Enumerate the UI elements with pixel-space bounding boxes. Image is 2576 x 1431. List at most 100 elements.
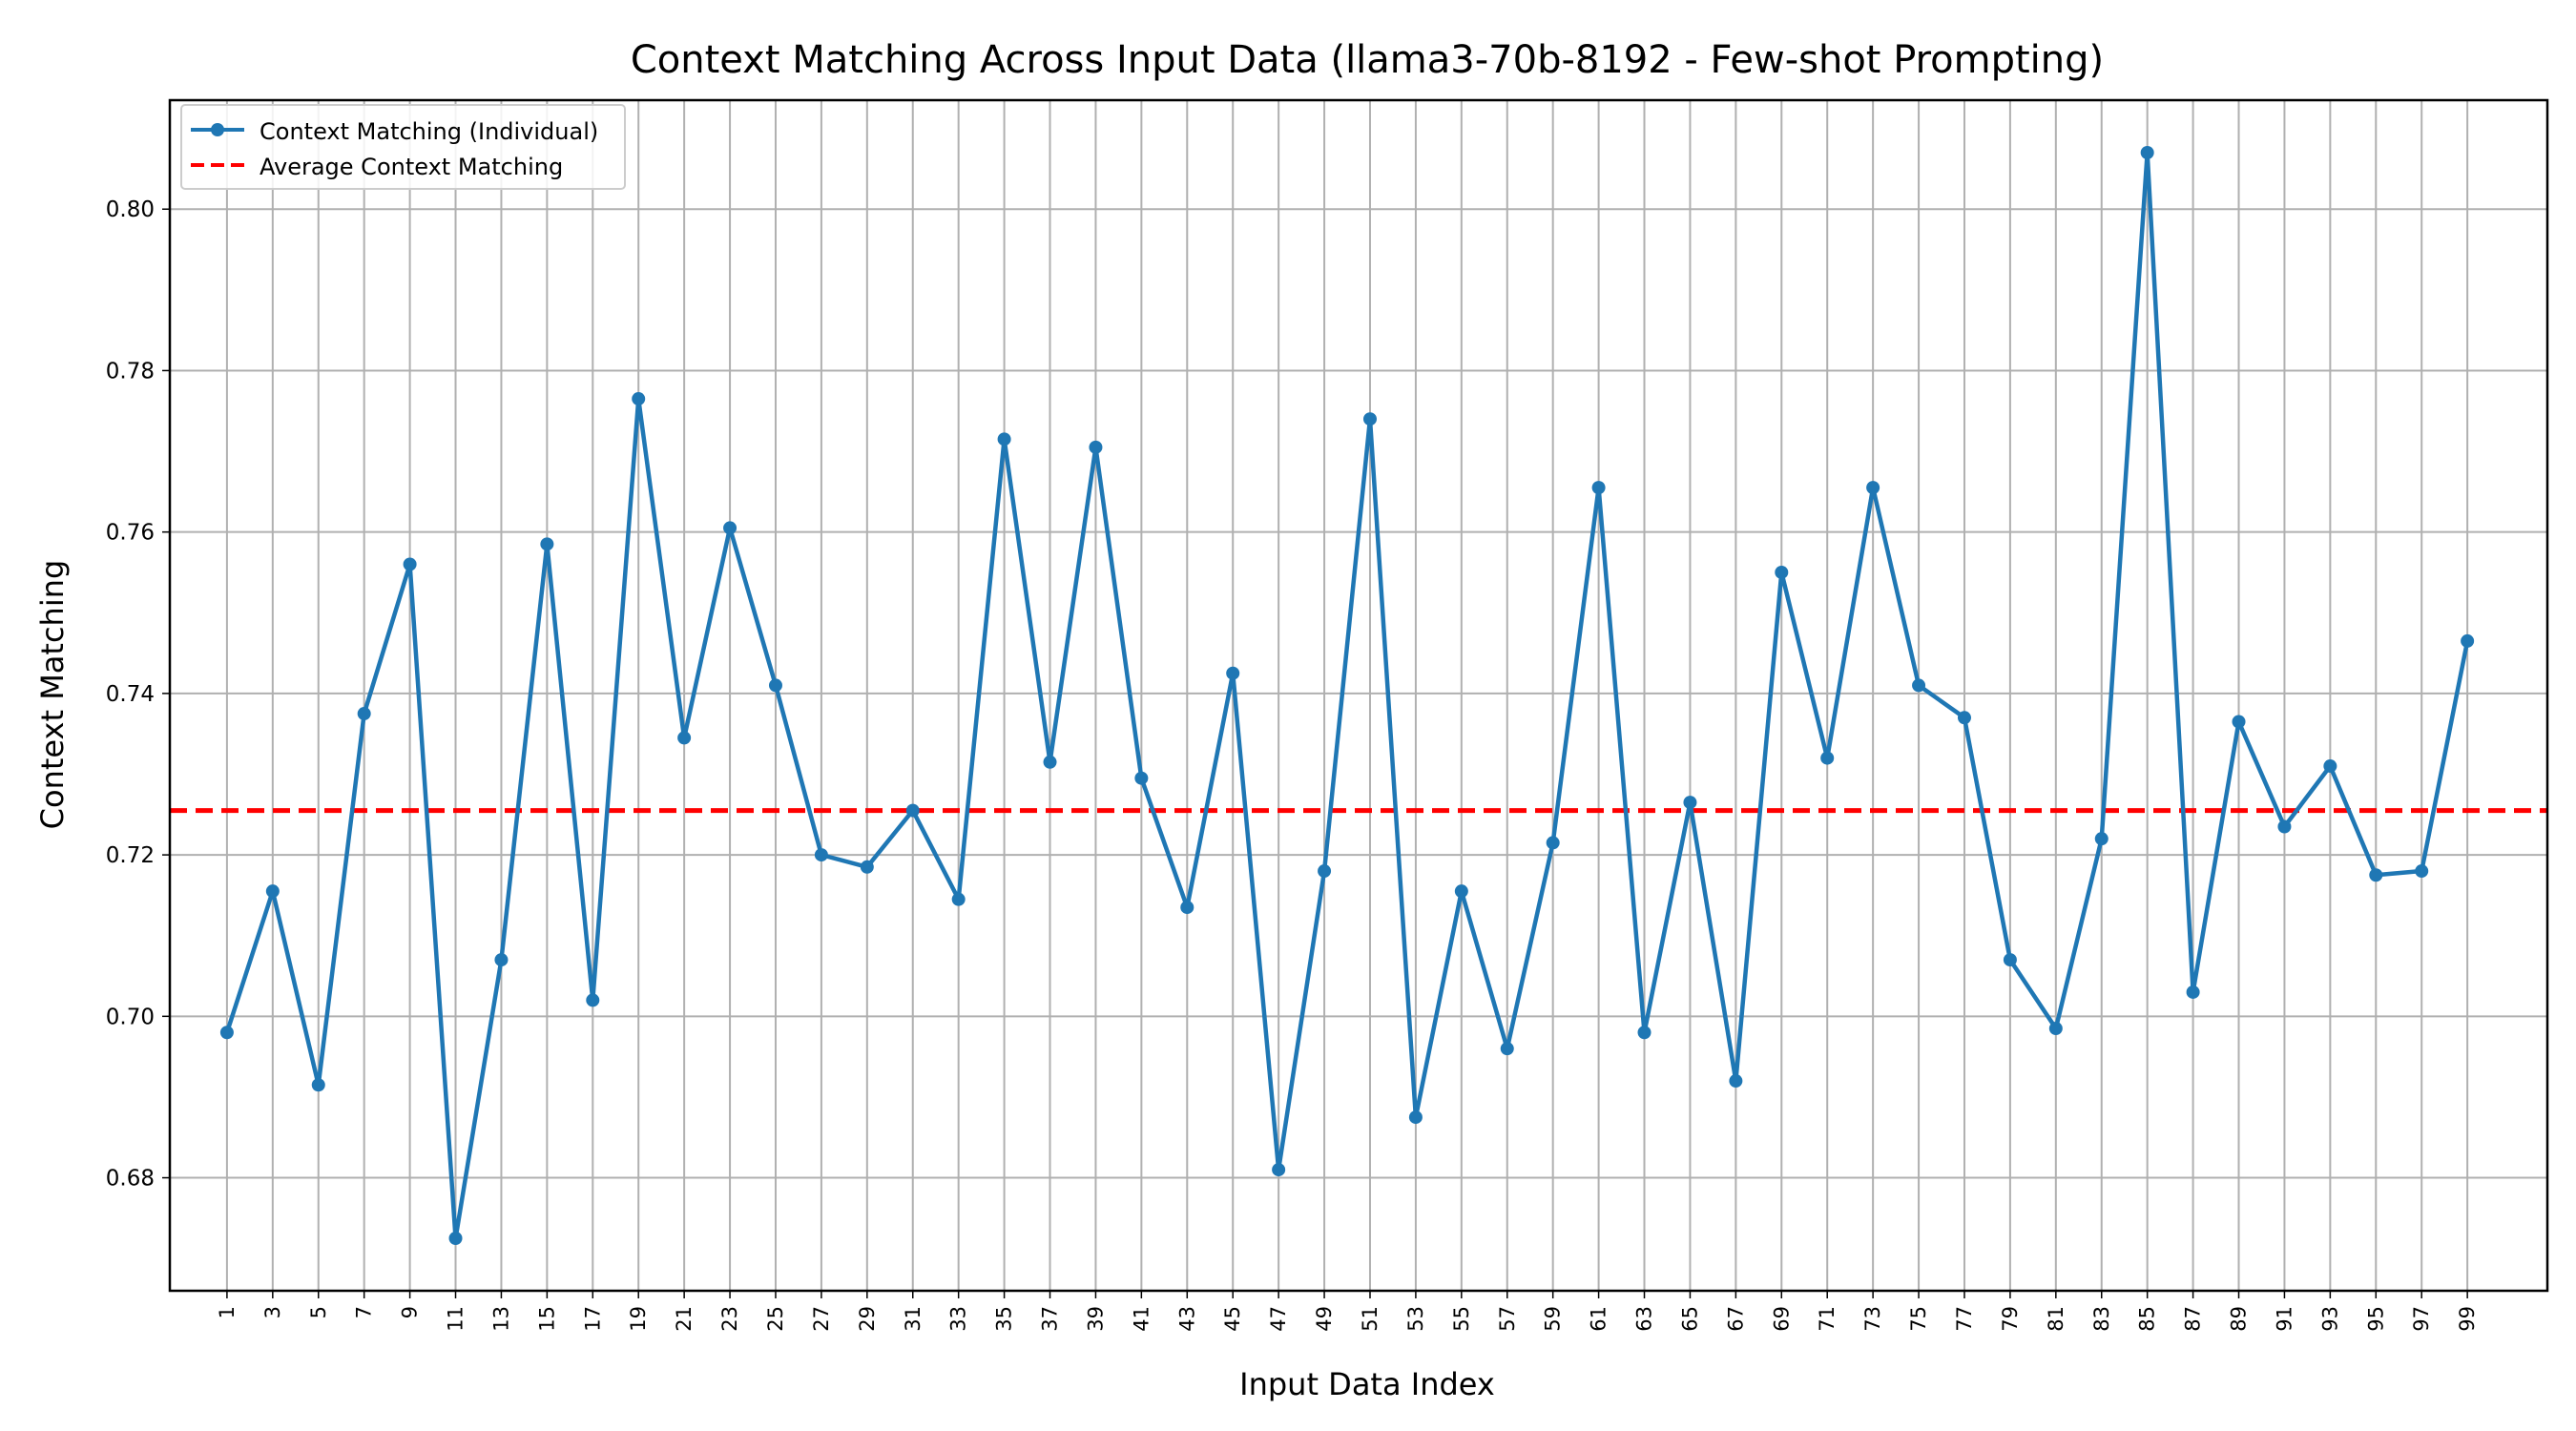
data-point [494, 953, 509, 967]
data-point [2186, 985, 2200, 999]
x-tick-label: 63 [1633, 1306, 1656, 1332]
x-tick-label: 89 [2228, 1306, 2251, 1332]
y-axis-label: Context Matching [34, 560, 71, 830]
x-tick-label: 85 [2136, 1306, 2159, 1332]
data-point [1546, 836, 1560, 850]
x-tick-label: 41 [1130, 1306, 1153, 1332]
data-point [1362, 412, 1377, 426]
data-point [2048, 1022, 2063, 1036]
data-point [1729, 1074, 1743, 1089]
data-point [1775, 565, 1789, 579]
x-tick-label: 43 [1175, 1306, 1198, 1332]
data-point [2461, 633, 2475, 648]
y-tick-label: 0.72 [106, 843, 155, 868]
data-point [1454, 884, 1468, 899]
x-tick-label: 75 [1907, 1306, 1930, 1332]
data-point [1180, 901, 1195, 915]
data-point [2277, 819, 2292, 834]
x-tick-label: 59 [1542, 1306, 1565, 1332]
data-point [723, 521, 737, 535]
x-tick-label: 1 [216, 1306, 239, 1318]
y-tick-label: 0.76 [106, 521, 155, 546]
legend-label-individual: Context Matching (Individual) [260, 118, 598, 145]
x-tick-label: 65 [1678, 1306, 1701, 1332]
x-tick-label: 53 [1404, 1306, 1427, 1332]
x-tick-label: 9 [399, 1306, 422, 1318]
data-point [219, 1026, 234, 1040]
data-point [1043, 755, 1057, 769]
data-point [1866, 481, 1880, 495]
data-point [1226, 666, 1240, 680]
x-tick-label: 35 [993, 1306, 1016, 1332]
x-axis-label: Input Data Index [1239, 1366, 1495, 1402]
x-tick-label: 11 [445, 1306, 467, 1332]
plot-area-frame [168, 98, 2549, 1293]
data-point [905, 803, 920, 818]
x-tick-label: 29 [856, 1306, 879, 1332]
x-axis-ticks: 1 3 5 7 9 11 13 15 17 19 21 23 25 27 29 31 33 35 37 39 41 43 4… [216, 1291, 2479, 1332]
x-tick-label: 77 [1953, 1306, 1976, 1332]
legend-label-average: Average Context Matching [260, 154, 563, 180]
data-point [1637, 1026, 1652, 1040]
data-point [1500, 1042, 1514, 1056]
data-point [1820, 751, 1835, 765]
x-tick-label: 55 [1450, 1306, 1473, 1332]
data-point [1134, 771, 1149, 785]
data-point [1089, 440, 1103, 454]
data-point [540, 537, 554, 551]
x-tick-label: 37 [1039, 1306, 1062, 1332]
x-tick-label: 87 [2182, 1306, 2205, 1332]
x-tick-label: 5 [307, 1306, 330, 1318]
data-point [2094, 832, 2109, 846]
x-tick-label: 79 [1999, 1306, 2022, 1332]
x-tick-label: 49 [1313, 1306, 1336, 1332]
x-tick-label: 47 [1267, 1306, 1290, 1332]
data-point [357, 707, 371, 721]
data-point [1318, 864, 1332, 879]
y-tick-label: 0.74 [106, 682, 155, 707]
grid-lines [170, 100, 2547, 1291]
data-point [2140, 145, 2154, 159]
data-point [1957, 711, 1971, 725]
data-point [768, 678, 782, 693]
y-tick-label: 0.70 [106, 1005, 155, 1029]
data-point [677, 731, 692, 745]
data-point [632, 392, 646, 406]
data-point [2415, 864, 2429, 879]
x-tick-label: 27 [810, 1306, 833, 1332]
x-tick-label: 15 [535, 1306, 558, 1332]
series-line-individual [224, 150, 2470, 1241]
data-point [2369, 868, 2383, 882]
x-tick-label: 51 [1359, 1306, 1381, 1332]
data-point [403, 557, 417, 571]
data-point [814, 848, 828, 862]
data-point [448, 1232, 463, 1246]
data-point [1591, 481, 1606, 495]
x-tick-label: 17 [581, 1306, 604, 1332]
legend: Context Matching (Individual) Average Co… [180, 104, 626, 190]
data-point [860, 860, 874, 874]
x-tick-label: 81 [2045, 1306, 2067, 1332]
x-tick-label: 45 [1221, 1306, 1244, 1332]
data-point [1683, 796, 1697, 810]
data-point [951, 892, 966, 906]
data-point [311, 1078, 325, 1092]
x-tick-label: 39 [1084, 1306, 1107, 1332]
x-tick-label: 97 [2410, 1306, 2433, 1332]
x-tick-label: 99 [2456, 1306, 2479, 1332]
data-point [1912, 678, 1926, 693]
x-tick-label: 69 [1770, 1306, 1793, 1332]
x-tick-label: 7 [353, 1306, 376, 1318]
data-point [265, 884, 280, 899]
x-tick-label: 19 [627, 1306, 650, 1332]
x-tick-label: 91 [2273, 1306, 2296, 1332]
x-tick-label: 67 [1724, 1306, 1747, 1332]
x-tick-label: 33 [947, 1306, 970, 1332]
x-tick-label: 71 [1816, 1306, 1839, 1332]
x-tick-label: 83 [2090, 1306, 2113, 1332]
x-tick-label: 25 [764, 1306, 787, 1332]
x-tick-label: 3 [261, 1306, 284, 1318]
y-tick-label: 0.80 [106, 197, 155, 222]
chart-title: Context Matching Across Input Data (llam… [631, 38, 2104, 82]
